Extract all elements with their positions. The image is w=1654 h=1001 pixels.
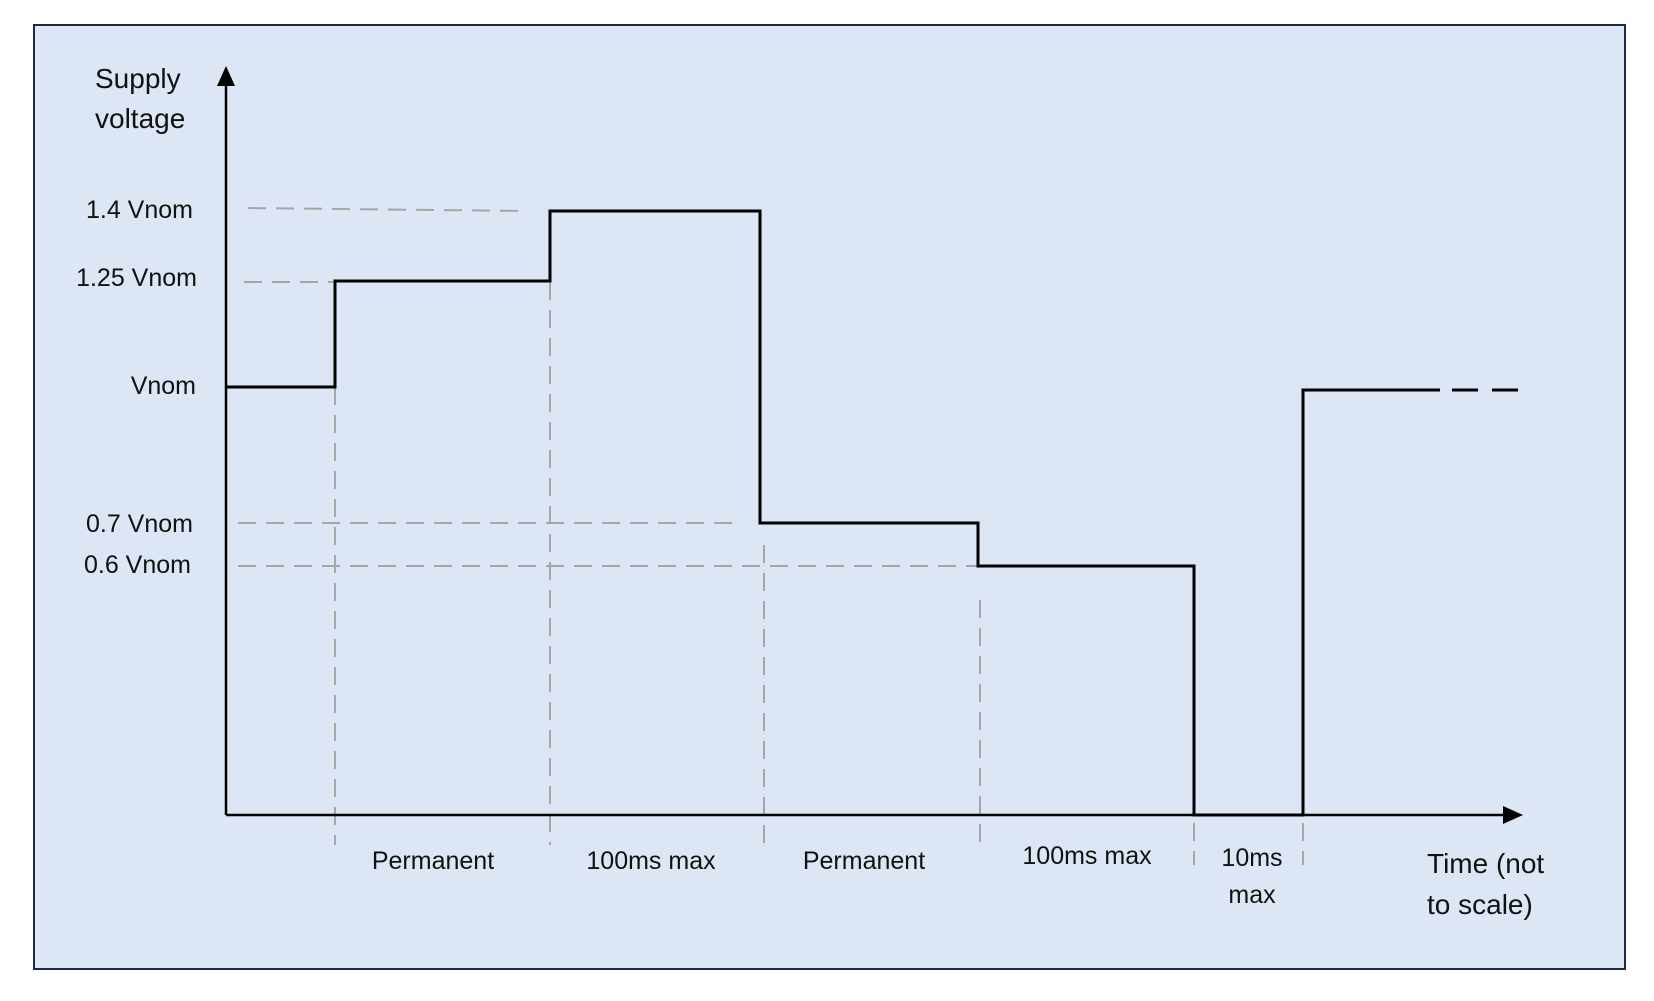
segment-label-10ms-line1: 10ms <box>1221 844 1282 872</box>
y-label-vnom: Vnom <box>131 372 196 400</box>
segment-label-100ms-2: 100ms max <box>1022 842 1152 870</box>
y-axis-title-line1: Supply <box>95 63 181 94</box>
segment-label-permanent-1: Permanent <box>372 847 494 875</box>
y-label-0-6: 0.6 Vnom <box>84 551 191 579</box>
y-label-1-4: 1.4 Vnom <box>86 196 193 224</box>
x-axis-title-line1: Time (not <box>1427 848 1544 879</box>
diagram-panel <box>33 24 1626 970</box>
segment-label-permanent-2: Permanent <box>803 847 925 875</box>
x-axis-title-line2: to scale) <box>1427 889 1533 920</box>
y-axis-title-line2: voltage <box>95 103 185 134</box>
y-label-1-25: 1.25 Vnom <box>76 264 197 292</box>
voltage-profile-line <box>226 209 1440 817</box>
segment-label-10ms-line2: max <box>1228 881 1276 909</box>
x-axis-arrow <box>1503 806 1523 824</box>
y-label-0-7: 0.7 Vnom <box>86 510 193 538</box>
y-axis-arrow <box>217 66 235 86</box>
guide-1-4 <box>247 207 529 212</box>
segment-label-100ms-1: 100ms max <box>586 847 716 875</box>
